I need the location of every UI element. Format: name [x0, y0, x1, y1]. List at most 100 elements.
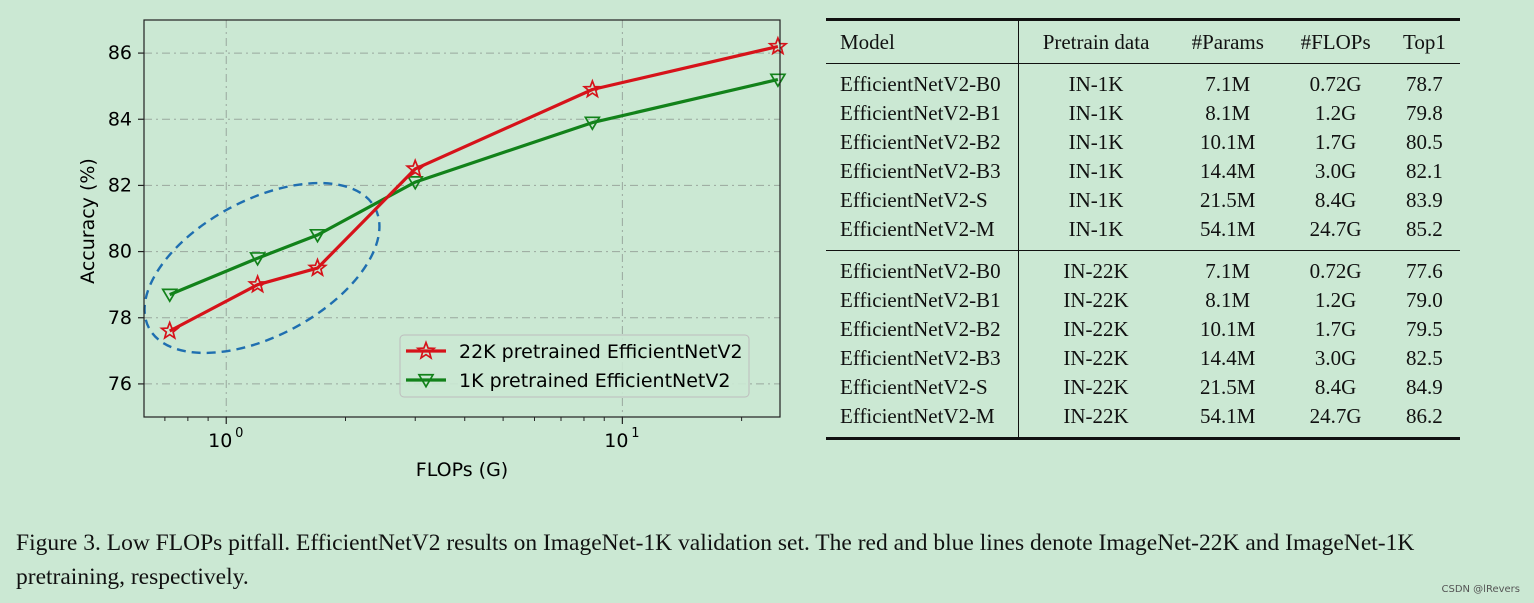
cell-flops: 0.72G — [1309, 72, 1362, 96]
cell-flops: 24.7G — [1309, 217, 1362, 241]
table-row: EfficientNetV2-S IN-22K 21.5M 8.4G 84.9 — [826, 373, 1460, 402]
legend-marker — [417, 373, 435, 389]
cell-params: 10.1M — [1200, 317, 1256, 341]
cell-params: 8.1M — [1205, 101, 1251, 125]
results-table-container: Model Pretrain data #Params #FLOPs Top1 … — [826, 18, 1460, 440]
cell-model: EfficientNetV2-B0 — [826, 250, 1019, 286]
data-point-marker — [769, 73, 787, 88]
cell-top1: 79.0 — [1406, 288, 1443, 312]
cell-flops: 8.4G — [1314, 375, 1357, 399]
cell-top1: 82.1 — [1406, 159, 1443, 183]
cell-model: EfficientNetV2-B3 — [826, 344, 1019, 373]
x-axis-label: FLOPs (G) — [416, 459, 508, 481]
legend-marker — [415, 340, 437, 360]
cell-params: 10.1M — [1200, 130, 1256, 154]
cell-top1: 84.9 — [1406, 375, 1443, 399]
table-group-in22k: EfficientNetV2-B0 IN-22K 7.1M 0.72G 77.6… — [826, 250, 1460, 439]
y-axis-ticks: 76 78 80 82 84 86 — [108, 42, 144, 395]
cell-model: EfficientNetV2-B1 — [826, 286, 1019, 315]
cell-pretrain: IN-1K — [1068, 72, 1124, 96]
header-pretrain-data: Pretrain data — [1018, 19, 1174, 64]
cell-pretrain: IN-1K — [1068, 159, 1124, 183]
cell-top1: 86.2 — [1406, 404, 1443, 428]
series-line — [168, 44, 779, 333]
table-row: EfficientNetV2-B3 IN-22K 14.4M 3.0G 82.5 — [826, 344, 1460, 373]
cell-params: 7.1M — [1205, 259, 1251, 283]
x-tick-label: 10 — [208, 430, 232, 452]
legend-label: 22K pretrained EfficientNetV2 — [459, 341, 743, 363]
cell-params: 21.5M — [1200, 188, 1256, 212]
x-tick-exponent: 0 — [235, 426, 243, 441]
cell-params: 7.1M — [1205, 72, 1251, 96]
table-row: EfficientNetV2-B1 IN-1K 8.1M 1.2G 79.8 — [826, 99, 1460, 128]
table-row: EfficientNetV2-B0 IN-1K 7.1M 0.72G 78.7 — [826, 63, 1460, 99]
cell-pretrain: IN-22K — [1063, 404, 1129, 428]
cell-top1: 78.7 — [1406, 72, 1443, 96]
cell-flops: 1.7G — [1314, 317, 1357, 341]
y-tick-label: 76 — [108, 373, 132, 395]
cell-params: 14.4M — [1200, 346, 1256, 370]
cell-pretrain: IN-22K — [1063, 288, 1129, 312]
table-row: EfficientNetV2-B1 IN-22K 8.1M 1.2G 79.0 — [826, 286, 1460, 315]
data-point-marker — [406, 176, 424, 191]
data-point-marker — [161, 288, 179, 303]
cell-top1: 79.8 — [1406, 101, 1443, 125]
cell-model: EfficientNetV2-S — [826, 186, 1019, 215]
table-row: EfficientNetV2-B0 IN-22K 7.1M 0.72G 77.6 — [826, 250, 1460, 286]
cell-pretrain: IN-22K — [1063, 375, 1129, 399]
data-point-marker — [582, 78, 603, 99]
table-row: EfficientNetV2-M IN-1K 54.1M 24.7G 85.2 — [826, 215, 1460, 251]
cell-top1: 82.5 — [1406, 346, 1443, 370]
cell-pretrain: IN-1K — [1068, 101, 1124, 125]
cell-flops: 8.4G — [1314, 188, 1357, 212]
cell-flops: 1.2G — [1314, 288, 1357, 312]
y-tick-label: 86 — [108, 42, 132, 64]
cell-pretrain: IN-1K — [1068, 130, 1124, 154]
cell-model: EfficientNetV2-B2 — [826, 128, 1019, 157]
y-tick-label: 82 — [108, 174, 132, 196]
table-row: EfficientNetV2-B2 IN-22K 10.1M 1.7G 79.5 — [826, 315, 1460, 344]
table-row: EfficientNetV2-B2 IN-1K 10.1M 1.7G 80.5 — [826, 128, 1460, 157]
results-table: Model Pretrain data #Params #FLOPs Top1 … — [826, 18, 1460, 440]
data-point-marker — [583, 116, 601, 131]
cell-model: EfficientNetV2-B2 — [826, 315, 1019, 344]
cell-model: EfficientNetV2-B0 — [826, 63, 1019, 99]
data-point-marker — [309, 228, 327, 244]
cell-pretrain: IN-1K — [1068, 217, 1124, 241]
cell-params: 14.4M — [1200, 159, 1256, 183]
data-point-marker — [307, 257, 328, 277]
cell-model: EfficientNetV2-S — [826, 373, 1019, 402]
header-model: Model — [826, 19, 1019, 64]
plot-frame — [143, 19, 781, 418]
figure-caption: Figure 3. Low FLOPs pitfall. EfficientNe… — [16, 530, 1415, 590]
x-tick-exponent: 1 — [631, 426, 639, 441]
cell-top1: 85.2 — [1406, 217, 1443, 241]
series-layer — [159, 35, 789, 340]
x-axis-ticks: 10 0 10 1 — [164, 417, 743, 452]
y-tick-label: 78 — [108, 307, 132, 329]
y-tick-label: 84 — [108, 108, 132, 130]
cell-model: EfficientNetV2-B3 — [826, 157, 1019, 186]
cell-params: 54.1M — [1200, 404, 1256, 428]
data-point-marker — [247, 273, 269, 294]
table-header-row: Model Pretrain data #Params #FLOPs Top1 — [826, 19, 1460, 64]
cell-top1: 80.5 — [1406, 130, 1443, 154]
data-point-marker — [767, 35, 789, 56]
legend-label: 1K pretrained EfficientNetV2 — [459, 370, 730, 392]
cell-pretrain: IN-1K — [1068, 188, 1124, 212]
table-row: EfficientNetV2-S IN-1K 21.5M 8.4G 83.9 — [826, 186, 1460, 215]
cell-flops: 24.7G — [1309, 404, 1362, 428]
cell-pretrain: IN-22K — [1063, 259, 1129, 283]
table-row: EfficientNetV2-M IN-22K 54.1M 24.7G 86.2 — [826, 402, 1460, 439]
watermark: CSDN @lRevers — [1441, 584, 1520, 595]
header-flops: #FLOPs — [1282, 19, 1389, 64]
table-group-in1k: EfficientNetV2-B0 IN-1K 7.1M 0.72G 78.7 … — [826, 63, 1460, 251]
series-line — [169, 77, 779, 297]
cell-params: 54.1M — [1200, 217, 1256, 241]
cell-flops: 3.0G — [1314, 159, 1357, 183]
cell-top1: 83.9 — [1406, 188, 1443, 212]
cell-top1: 79.5 — [1406, 317, 1443, 341]
cell-flops: 3.0G — [1314, 346, 1357, 370]
cell-params: 8.1M — [1205, 288, 1251, 312]
